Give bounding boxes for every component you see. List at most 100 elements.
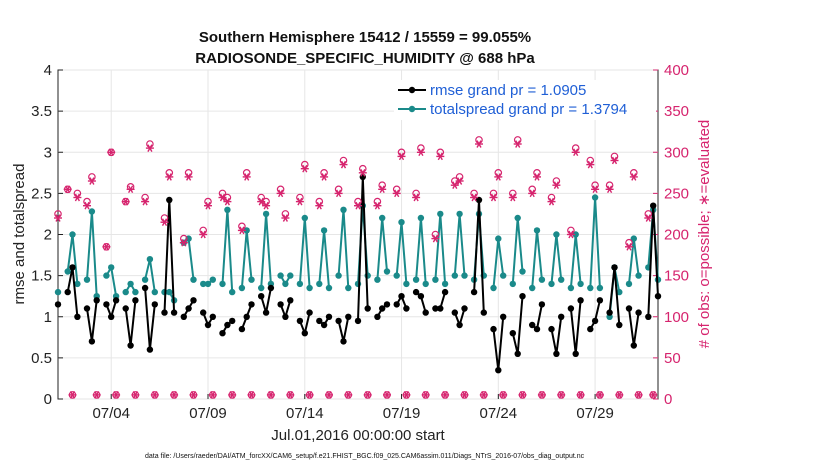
- obs-evaluated-marker: [629, 173, 638, 181]
- obs-evaluated-marker: [83, 201, 91, 210]
- obs-evaluated-marker: [218, 193, 227, 202]
- data-point-rmse: [354, 317, 362, 325]
- y-tick-label-left: 0.5: [31, 350, 52, 367]
- obs-evaluated-stroke: [442, 391, 448, 399]
- obs-evaluated-stroke: [277, 189, 284, 198]
- obs-evaluated-marker: [262, 201, 271, 210]
- data-point-spread: [558, 276, 565, 283]
- obs-evaluated-stroke: [239, 226, 245, 235]
- obs-evaluated-stroke: [282, 214, 289, 222]
- obs-evaluated-stroke: [423, 391, 429, 399]
- obs-evaluated-stroke: [471, 193, 477, 202]
- data-point-spread: [533, 227, 541, 234]
- data-point-spread: [345, 284, 352, 292]
- obs-evaluated-stroke: [606, 185, 613, 194]
- obs-evaluated-marker: [470, 193, 479, 202]
- obs-evaluated-stroke: [69, 391, 76, 399]
- data-point-spread: [190, 276, 197, 283]
- obs-evaluated-stroke: [461, 391, 468, 399]
- obs-evaluated-stroke: [171, 391, 177, 399]
- obs-evaluated-stroke: [626, 243, 632, 251]
- obs-evaluated-stroke: [340, 160, 347, 169]
- y-tick-label-right: 200: [664, 227, 689, 244]
- obs-evaluated-stroke: [476, 140, 482, 148]
- obs-evaluated-stroke: [132, 391, 139, 399]
- data-point-spread: [509, 280, 516, 288]
- data-point-rmse: [533, 325, 541, 333]
- data-point-rmse: [229, 317, 236, 325]
- data-point-spread: [379, 214, 386, 222]
- obs-evaluated-marker: [373, 201, 382, 210]
- obs-evaluated-marker: [441, 391, 450, 399]
- data-point-spread: [587, 284, 594, 292]
- obs-evaluated-marker: [528, 189, 537, 198]
- y-tick-label-left: 1: [44, 309, 52, 326]
- data-point-spread: [383, 268, 391, 275]
- data-point-rmse: [185, 305, 192, 312]
- data-point-spread: [54, 288, 62, 296]
- obs-evaluated-stroke: [616, 391, 622, 399]
- data-point-rmse: [325, 313, 333, 320]
- data-point-rmse: [108, 313, 115, 320]
- data-point-spread: [103, 272, 110, 279]
- data-point-spread: [69, 231, 76, 238]
- data-point-rmse: [180, 313, 187, 320]
- data-point-spread: [625, 280, 633, 288]
- data-point-rmse: [437, 305, 444, 312]
- legend-marker-rmse: [408, 86, 416, 94]
- obs-evaluated-stroke: [205, 201, 211, 210]
- data-point-rmse: [529, 321, 536, 329]
- y-tick-label-left: 3.5: [31, 103, 52, 120]
- data-point-rmse: [335, 317, 342, 325]
- obs-evaluated-stroke: [631, 173, 637, 181]
- data-point-rmse: [558, 313, 565, 320]
- obs-evaluated-marker: [436, 152, 445, 161]
- obs-evaluated-marker: [87, 177, 96, 185]
- data-point-rmse: [83, 305, 91, 312]
- obs-evaluated-marker: [68, 391, 77, 399]
- obs-evaluated-stroke: [490, 193, 497, 202]
- obs-evaluated-marker: [421, 391, 430, 399]
- obs-evaluated-marker: [475, 140, 483, 148]
- obs-evaluated-marker: [237, 226, 246, 235]
- y-tick-label-left: 2: [44, 227, 52, 244]
- data-point-rmse: [74, 313, 81, 320]
- obs-evaluated-marker: [402, 391, 411, 399]
- obs-evaluated-marker: [416, 148, 425, 157]
- x-tick-label: 07/24: [480, 405, 518, 422]
- data-point-spread: [287, 272, 294, 279]
- obs-evaluated-stroke: [558, 391, 564, 399]
- data-point-spread: [393, 272, 400, 279]
- data-point-rmse: [398, 293, 405, 300]
- obs-evaluated-marker: [489, 193, 498, 202]
- data-point-rmse: [441, 288, 449, 296]
- obs-evaluated-marker: [208, 391, 217, 399]
- series-layer: [54, 173, 662, 374]
- x-tick-label: 07/29: [576, 405, 614, 422]
- obs-evaluated-stroke: [645, 214, 651, 222]
- data-point-spread: [374, 276, 381, 283]
- obs-evaluated-stroke: [185, 173, 192, 181]
- data-point-rmse: [88, 338, 96, 345]
- obs-evaluated-stroke: [592, 185, 598, 194]
- data-point-spread: [441, 280, 449, 288]
- data-point-rmse: [209, 313, 216, 320]
- obs-evaluated-marker: [320, 173, 329, 181]
- data-point-rmse: [422, 309, 429, 316]
- obs-evaluated-marker: [605, 185, 614, 194]
- data-point-rmse: [166, 196, 173, 204]
- data-point-spread: [567, 284, 575, 292]
- obs-evaluated-marker: [145, 144, 154, 152]
- legend-label-spread: totalspread grand pr = 1.3794: [430, 101, 627, 118]
- data-point-rmse: [190, 297, 197, 304]
- obs-evaluated-stroke: [94, 391, 100, 399]
- obs-evaluated-stroke: [577, 391, 584, 399]
- obs-evaluated-marker: [295, 197, 304, 206]
- obs-evaluated-marker: [571, 148, 580, 157]
- data-point-rmse: [238, 325, 246, 333]
- obs-evaluated-stroke: [84, 201, 90, 210]
- data-point-rmse: [393, 301, 400, 308]
- data-point-spread: [229, 288, 236, 296]
- obs-evaluated-stroke: [432, 234, 439, 243]
- obs-evaluated-stroke: [302, 164, 308, 173]
